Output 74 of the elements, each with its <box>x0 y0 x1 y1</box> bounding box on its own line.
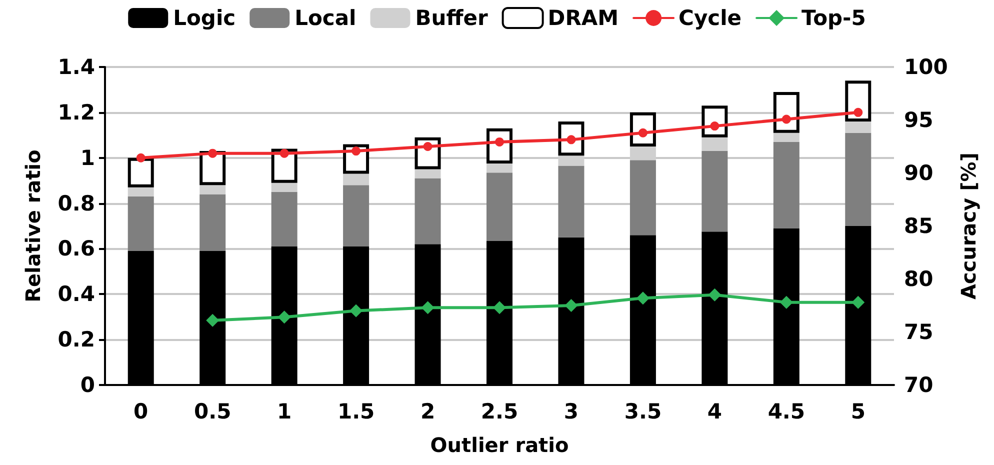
bar <box>128 187 154 196</box>
bar <box>200 185 226 194</box>
bar <box>773 132 800 142</box>
x-tick-label: 2.5 <box>480 400 518 424</box>
y-tick-label: 0 <box>80 373 95 397</box>
bar <box>200 194 226 251</box>
bar <box>558 166 584 238</box>
y-tick-label: 1.2 <box>58 100 95 124</box>
point <box>208 148 218 158</box>
x-tick-label: 5 <box>850 400 866 424</box>
point <box>564 299 578 312</box>
y-tick-label: 0.8 <box>58 191 95 216</box>
point <box>782 114 791 124</box>
bar <box>128 158 154 188</box>
legend-label: Local <box>294 6 356 30</box>
point <box>136 153 146 162</box>
bar <box>702 137 728 152</box>
x-tick-label: 4 <box>707 400 722 424</box>
y2-tick-label: 100 <box>904 55 948 79</box>
point <box>423 142 432 151</box>
point <box>636 292 650 305</box>
x-tick-label: 0.5 <box>194 400 232 424</box>
point <box>780 296 793 309</box>
legend-label: Buffer <box>415 6 488 30</box>
point <box>350 304 363 318</box>
y2-axis-title: Accuracy [%] <box>956 152 981 300</box>
bar <box>845 132 872 226</box>
x-tick-label: 1 <box>277 400 292 424</box>
y2-tick-label: 75 <box>904 320 934 344</box>
legend-label: Top-5 <box>802 6 866 30</box>
bar <box>486 164 512 173</box>
x-tick-label: 0 <box>134 400 148 424</box>
y2-tick-label: 85 <box>904 214 934 238</box>
x-tick-label: 3 <box>564 400 579 424</box>
y-tick-label: 0.4 <box>58 282 95 306</box>
point <box>280 148 289 158</box>
y2-tick-label: 80 <box>904 267 934 291</box>
y2-tick-label: 90 <box>904 161 934 185</box>
bar <box>343 174 370 186</box>
y2-tick-label: 95 <box>904 108 934 132</box>
y-tick-label: 1 <box>80 146 95 170</box>
point <box>708 288 722 302</box>
legend-label: Cycle <box>678 6 742 30</box>
bar <box>486 172 512 241</box>
bar <box>414 178 441 244</box>
point <box>421 301 434 314</box>
point <box>278 310 291 324</box>
point <box>854 108 863 117</box>
point <box>352 146 361 156</box>
y2-tick-label: 70 <box>904 373 934 397</box>
bar <box>630 160 656 236</box>
point <box>206 314 220 327</box>
x-axis-title: Outlier ratio <box>430 433 569 457</box>
bar <box>414 169 441 178</box>
bar <box>271 182 298 192</box>
x-tick-label: 4.5 <box>768 400 806 424</box>
x-tick-label: 1.5 <box>337 400 375 424</box>
y-tick-label: 1.4 <box>58 55 95 79</box>
bar <box>128 196 154 251</box>
y-tick-label: 0.2 <box>58 328 95 352</box>
legend-label: Logic <box>173 6 236 30</box>
point <box>493 301 506 314</box>
x-tick-label: 3.5 <box>624 400 662 424</box>
point <box>852 296 865 309</box>
bar <box>271 192 298 246</box>
bar <box>773 142 800 228</box>
y-axis-title: Relative ratio <box>21 150 45 302</box>
bar <box>845 80 872 122</box>
y-tick-label: 0.6 <box>58 236 95 261</box>
bar <box>702 151 728 232</box>
legend-label: DRAM <box>548 6 619 30</box>
x-tick-label: 2 <box>420 400 436 424</box>
bar <box>343 185 370 246</box>
bar <box>845 122 872 133</box>
